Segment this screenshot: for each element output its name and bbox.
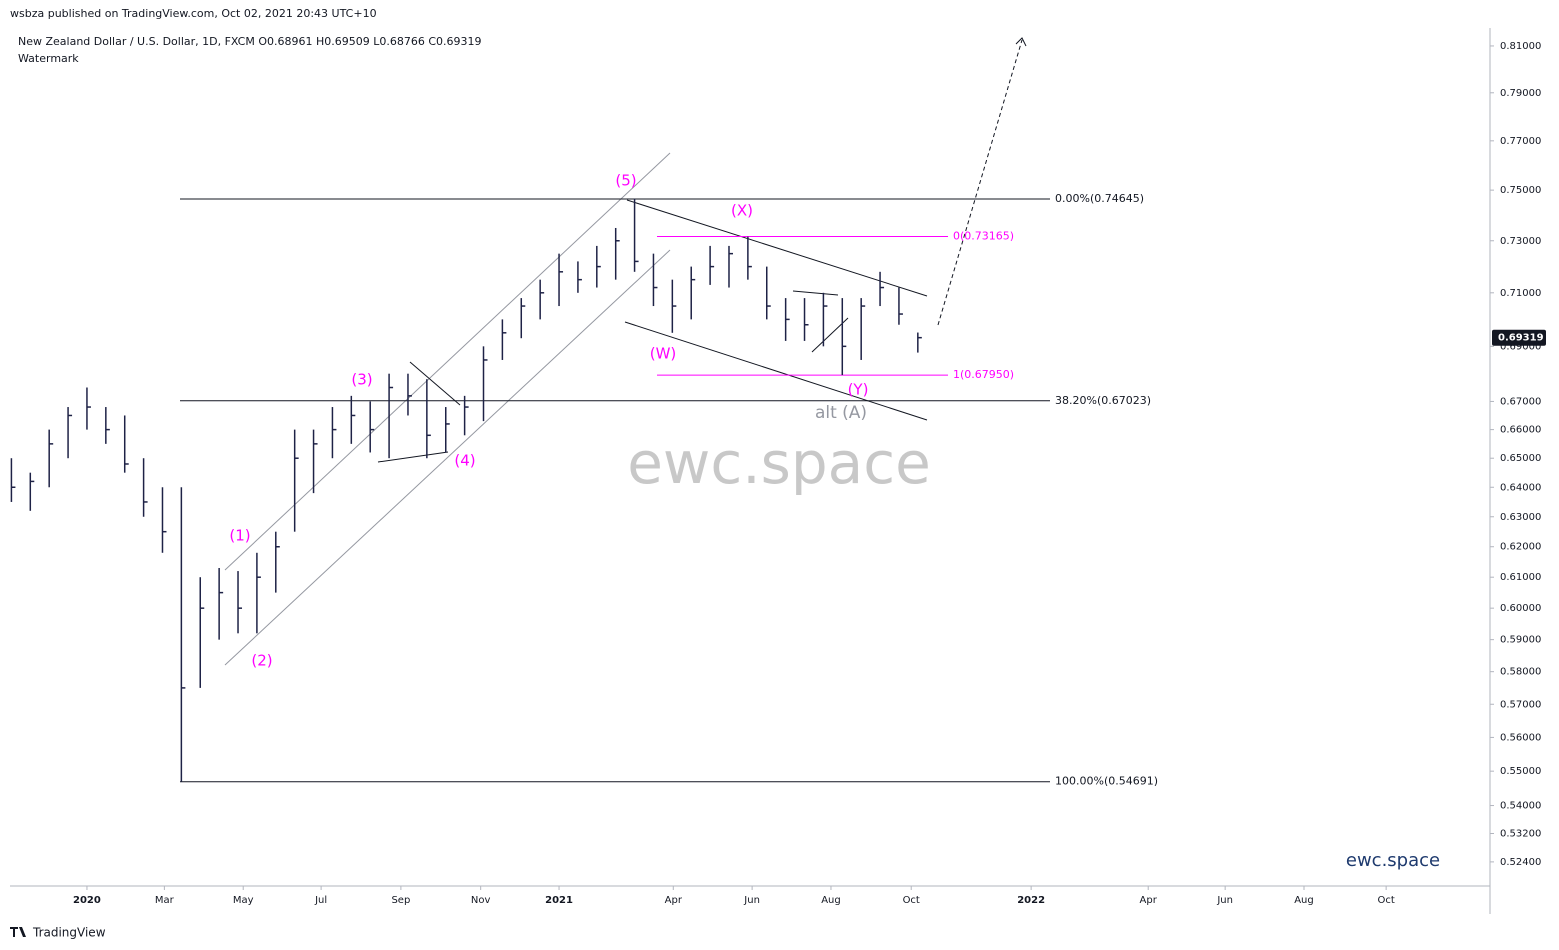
y-tick-label: 0.63000 bbox=[1500, 512, 1541, 523]
wave-label: (1) bbox=[229, 527, 250, 545]
y-tick-label: 0.62000 bbox=[1500, 542, 1541, 553]
y-tick-label: 0.77000 bbox=[1500, 136, 1541, 147]
x-tick-label: Apr bbox=[1140, 895, 1158, 906]
channel-line bbox=[626, 199, 928, 297]
x-tick-label: Mar bbox=[155, 895, 175, 906]
y-tick-label: 0.54000 bbox=[1500, 801, 1541, 812]
y-tick-label: 0.57000 bbox=[1500, 699, 1541, 710]
x-tick-label: May bbox=[233, 895, 254, 906]
fib-label: 1(0.67950) bbox=[953, 368, 1014, 381]
x-tick-label: Oct bbox=[1377, 895, 1394, 906]
y-tick-label: 0.59000 bbox=[1500, 635, 1541, 646]
drawings bbox=[224, 152, 671, 666]
triangle-line bbox=[792, 290, 839, 296]
wave-labels: (1) (2) (3) (4) (5) (W) (X) (Y) alt (A) bbox=[229, 172, 868, 670]
triangle-line bbox=[409, 361, 461, 406]
x-tick-label: Jul bbox=[314, 895, 327, 906]
x-tick-label: Aug bbox=[1294, 895, 1314, 906]
wave-label: (2) bbox=[251, 652, 272, 670]
y-tick-label: 0.60000 bbox=[1500, 603, 1541, 614]
y-tick-label: 0.61000 bbox=[1500, 572, 1541, 583]
y-tick-label: 0.52400 bbox=[1500, 857, 1541, 868]
y-tick-label: 0.65000 bbox=[1500, 453, 1541, 464]
y-tick-label: 0.55000 bbox=[1500, 766, 1541, 777]
x-tick-label: Apr bbox=[665, 895, 683, 906]
indicator: Watermark bbox=[18, 52, 79, 65]
y-tick-label: 0.67000 bbox=[1500, 396, 1541, 407]
arrow-head bbox=[1015, 37, 1027, 47]
y-tick-label: 0.79000 bbox=[1500, 88, 1541, 99]
y-tick-label: 0.58000 bbox=[1500, 667, 1541, 678]
watermark: ewc.space bbox=[627, 429, 931, 497]
x-tick-label: 2021 bbox=[545, 895, 573, 906]
wave-label: (X) bbox=[731, 202, 753, 220]
y-tick-label: 0.75000 bbox=[1500, 185, 1541, 196]
wave-label: (5) bbox=[615, 172, 636, 190]
y-tick-label: 0.73000 bbox=[1500, 236, 1541, 247]
y-tick-label: 0.56000 bbox=[1500, 732, 1541, 743]
y-tick-label: 0.64000 bbox=[1500, 482, 1541, 493]
x-tick-label: Sep bbox=[391, 895, 410, 906]
footer: TradingView bbox=[32, 926, 106, 940]
y-tick-label: 0.71000 bbox=[1500, 288, 1541, 299]
fib-label: 100.00%(0.54691) bbox=[1055, 775, 1158, 788]
wave-label: (W) bbox=[650, 345, 677, 363]
channel-line bbox=[224, 152, 671, 571]
plot-area bbox=[10, 28, 1490, 886]
x-tick-label: Jun bbox=[1216, 895, 1233, 906]
x-tick-label: Aug bbox=[821, 895, 841, 906]
last-price-label: 0.69319 bbox=[1498, 333, 1544, 344]
wave-label: alt (A) bbox=[815, 403, 867, 423]
x-tick-label: Jun bbox=[743, 895, 760, 906]
x-tick-label: 2020 bbox=[73, 895, 101, 906]
x-tick-label: Oct bbox=[903, 895, 920, 906]
y-tick-label: 0.53200 bbox=[1500, 829, 1541, 840]
fib-label: 0(0.73165) bbox=[953, 230, 1014, 243]
wave-label: (4) bbox=[454, 452, 475, 470]
publisher: wsbza published on TradingView.com, Oct … bbox=[10, 7, 377, 20]
y-tick-label: 0.81000 bbox=[1500, 41, 1541, 52]
fib-levels: 0.00%(0.74645) 38.20%(0.67023) 100.00%(0.5… bbox=[180, 192, 1158, 788]
logo-icon bbox=[10, 927, 26, 937]
last-price-box bbox=[1492, 329, 1546, 346]
y-tick-label: 0.66000 bbox=[1500, 425, 1541, 436]
channel-line bbox=[624, 321, 928, 421]
y-tick-label: 0.69000 bbox=[1500, 341, 1541, 352]
channel-line bbox=[224, 249, 671, 666]
projection-arrow bbox=[937, 39, 1023, 326]
x-tick-label: Nov bbox=[471, 895, 491, 906]
footer-logo: TradingView bbox=[10, 926, 106, 940]
price-bars bbox=[10, 198, 922, 782]
wave-label: (Y) bbox=[848, 381, 869, 399]
x-tick-label: 2022 bbox=[1017, 895, 1045, 906]
brand: ewc.space bbox=[1346, 850, 1440, 871]
symbol-line: New Zealand Dollar / U.S. Dollar, 1D, FX… bbox=[18, 35, 482, 48]
triangle-line bbox=[377, 451, 449, 463]
fib-label: 0.00%(0.74645) bbox=[1055, 192, 1144, 205]
wave-label: (3) bbox=[351, 371, 372, 389]
fib-label: 38.20%(0.67023) bbox=[1055, 394, 1151, 407]
